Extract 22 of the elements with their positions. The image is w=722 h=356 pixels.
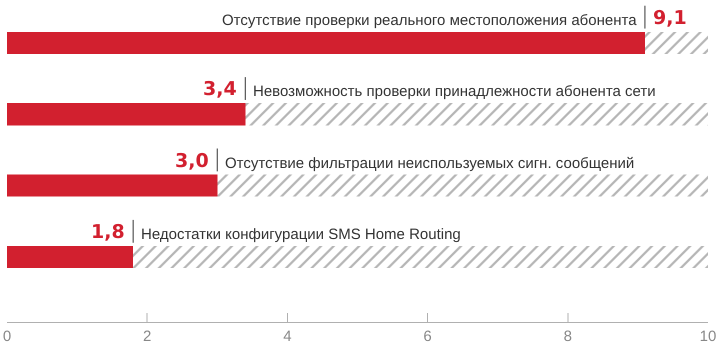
bar [133,246,708,268]
x-tick-label: 10 [700,328,716,345]
y-tick-label: Недостатки конфигурации SMS Home Routing [141,226,461,243]
bar [7,246,134,268]
data-label: 9,1 [653,7,687,29]
data-label: 3,4 [203,78,237,100]
y-tick-label: Отсутствие фильтрации неиспользуемых сигн. сообщений [225,155,634,172]
data-label: 1,8 [91,221,125,243]
bar [7,103,246,126]
y-tick-label: Отсутствие проверки реального местоположения абонента [222,12,638,29]
bar [7,174,218,197]
x-tick-label: 4 [283,328,292,345]
x-tick-label: 8 [564,328,572,345]
bar [7,32,645,54]
x-tick-label: 6 [423,328,432,345]
x-tick-label: 0 [2,328,12,345]
bar [245,103,708,126]
bar [644,32,708,54]
bar [217,174,708,197]
y-tick-label: Невозможность проверки принадлежности абонента сети [253,83,656,100]
x-tick-label: 2 [143,328,152,345]
data-label: 3,0 [175,150,209,172]
